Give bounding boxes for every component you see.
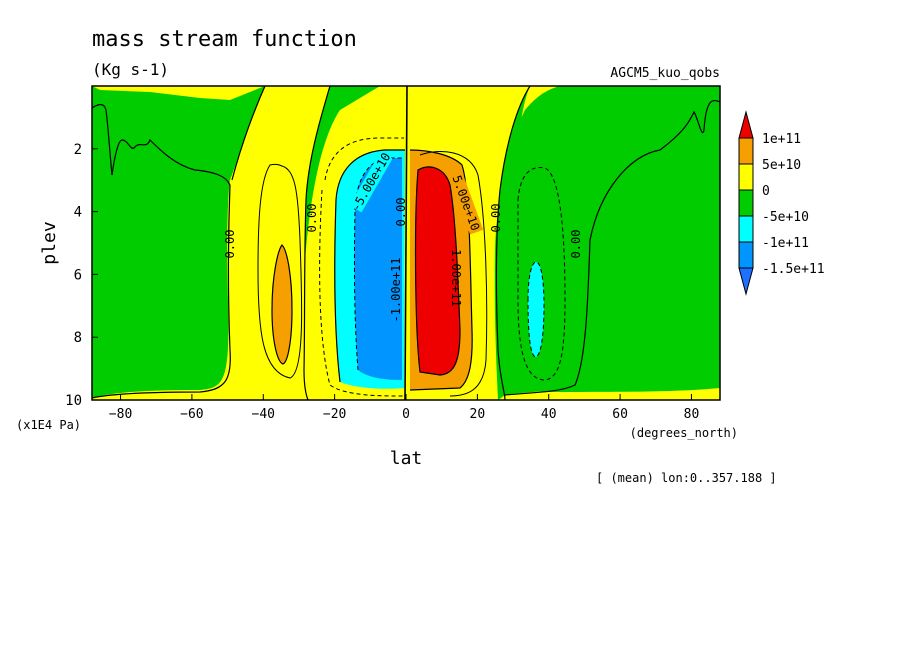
chart-title: mass stream function: [92, 27, 357, 52]
color-legend: 1e+11 5e+10 0 -5e+10 -1e+11 -1.5e+11: [738, 110, 825, 296]
x-tick-label: 20: [470, 407, 486, 422]
legend-swatch: [738, 163, 754, 191]
chart-units: (Kg s-1): [92, 60, 169, 79]
y-axis-units: (x1E4 Pa): [16, 418, 81, 432]
legend-swatch: [738, 267, 754, 296]
x-tick-label: 60: [612, 407, 628, 422]
region-polar-south: [92, 86, 265, 100]
region-southern-hadley-core: [354, 158, 402, 380]
legend-swatch: [738, 189, 754, 217]
run-label: AGCM5_kuo_qobs: [610, 66, 720, 81]
x-tick-label: 80: [684, 407, 700, 422]
y-tick-label: 4: [74, 205, 82, 221]
y-tick-label: 2: [74, 142, 82, 158]
y-tick-label: 6: [74, 267, 82, 283]
y-axis-label: plev: [39, 221, 60, 264]
region-southern-ferrel-core: [272, 245, 292, 364]
legend-label: -1e+11: [762, 236, 809, 251]
legend-label: 0: [762, 184, 770, 199]
x-tick-label: −40: [252, 407, 275, 422]
y-tick-label: 8: [74, 330, 82, 346]
contour-label: 0.00: [489, 204, 503, 233]
x-axis: −80 −60 −40 −20 0 20 40 60 80: [109, 394, 699, 422]
contour-field: -5.00e+10 -1.00e+11 5.00e+10 1.00e+11 0.…: [92, 86, 720, 400]
region-northern-hadley-core: [415, 166, 460, 375]
contour-label: 0.00: [305, 204, 319, 233]
legend-label: 5e+10: [762, 158, 801, 173]
legend-label: 1e+11: [762, 132, 801, 147]
x-tick-label: 0: [402, 407, 410, 422]
legend-swatch: [738, 110, 754, 139]
legend-label: -1.5e+11: [762, 262, 825, 277]
x-tick-label: −20: [323, 407, 346, 422]
footnote: [ (mean) lon:0..357.188 ]: [596, 471, 777, 485]
legend-swatch: [738, 137, 754, 165]
contour-label: -1.00e+11: [389, 257, 403, 322]
x-axis-units: (degrees_north): [630, 426, 738, 440]
contour-label: 1.00e+11: [449, 249, 463, 307]
y-tick-label: 10: [65, 393, 82, 409]
x-tick-label: −80: [109, 407, 132, 422]
region-northern-ferrel-core: [528, 262, 544, 357]
legend-swatch: [738, 241, 754, 269]
contour-label: 0.00: [569, 230, 583, 259]
contour-label: 0.00: [394, 198, 408, 227]
x-tick-label: −60: [180, 407, 203, 422]
contour-label: 0.00: [223, 230, 237, 259]
legend-swatch: [738, 215, 754, 243]
x-axis-label: lat: [390, 448, 423, 469]
y-axis: 2 4 6 8 10: [65, 142, 98, 409]
x-tick-label: 40: [541, 407, 557, 422]
legend-label: -5e+10: [762, 210, 809, 225]
region-northern-ferrel: [494, 86, 720, 400]
